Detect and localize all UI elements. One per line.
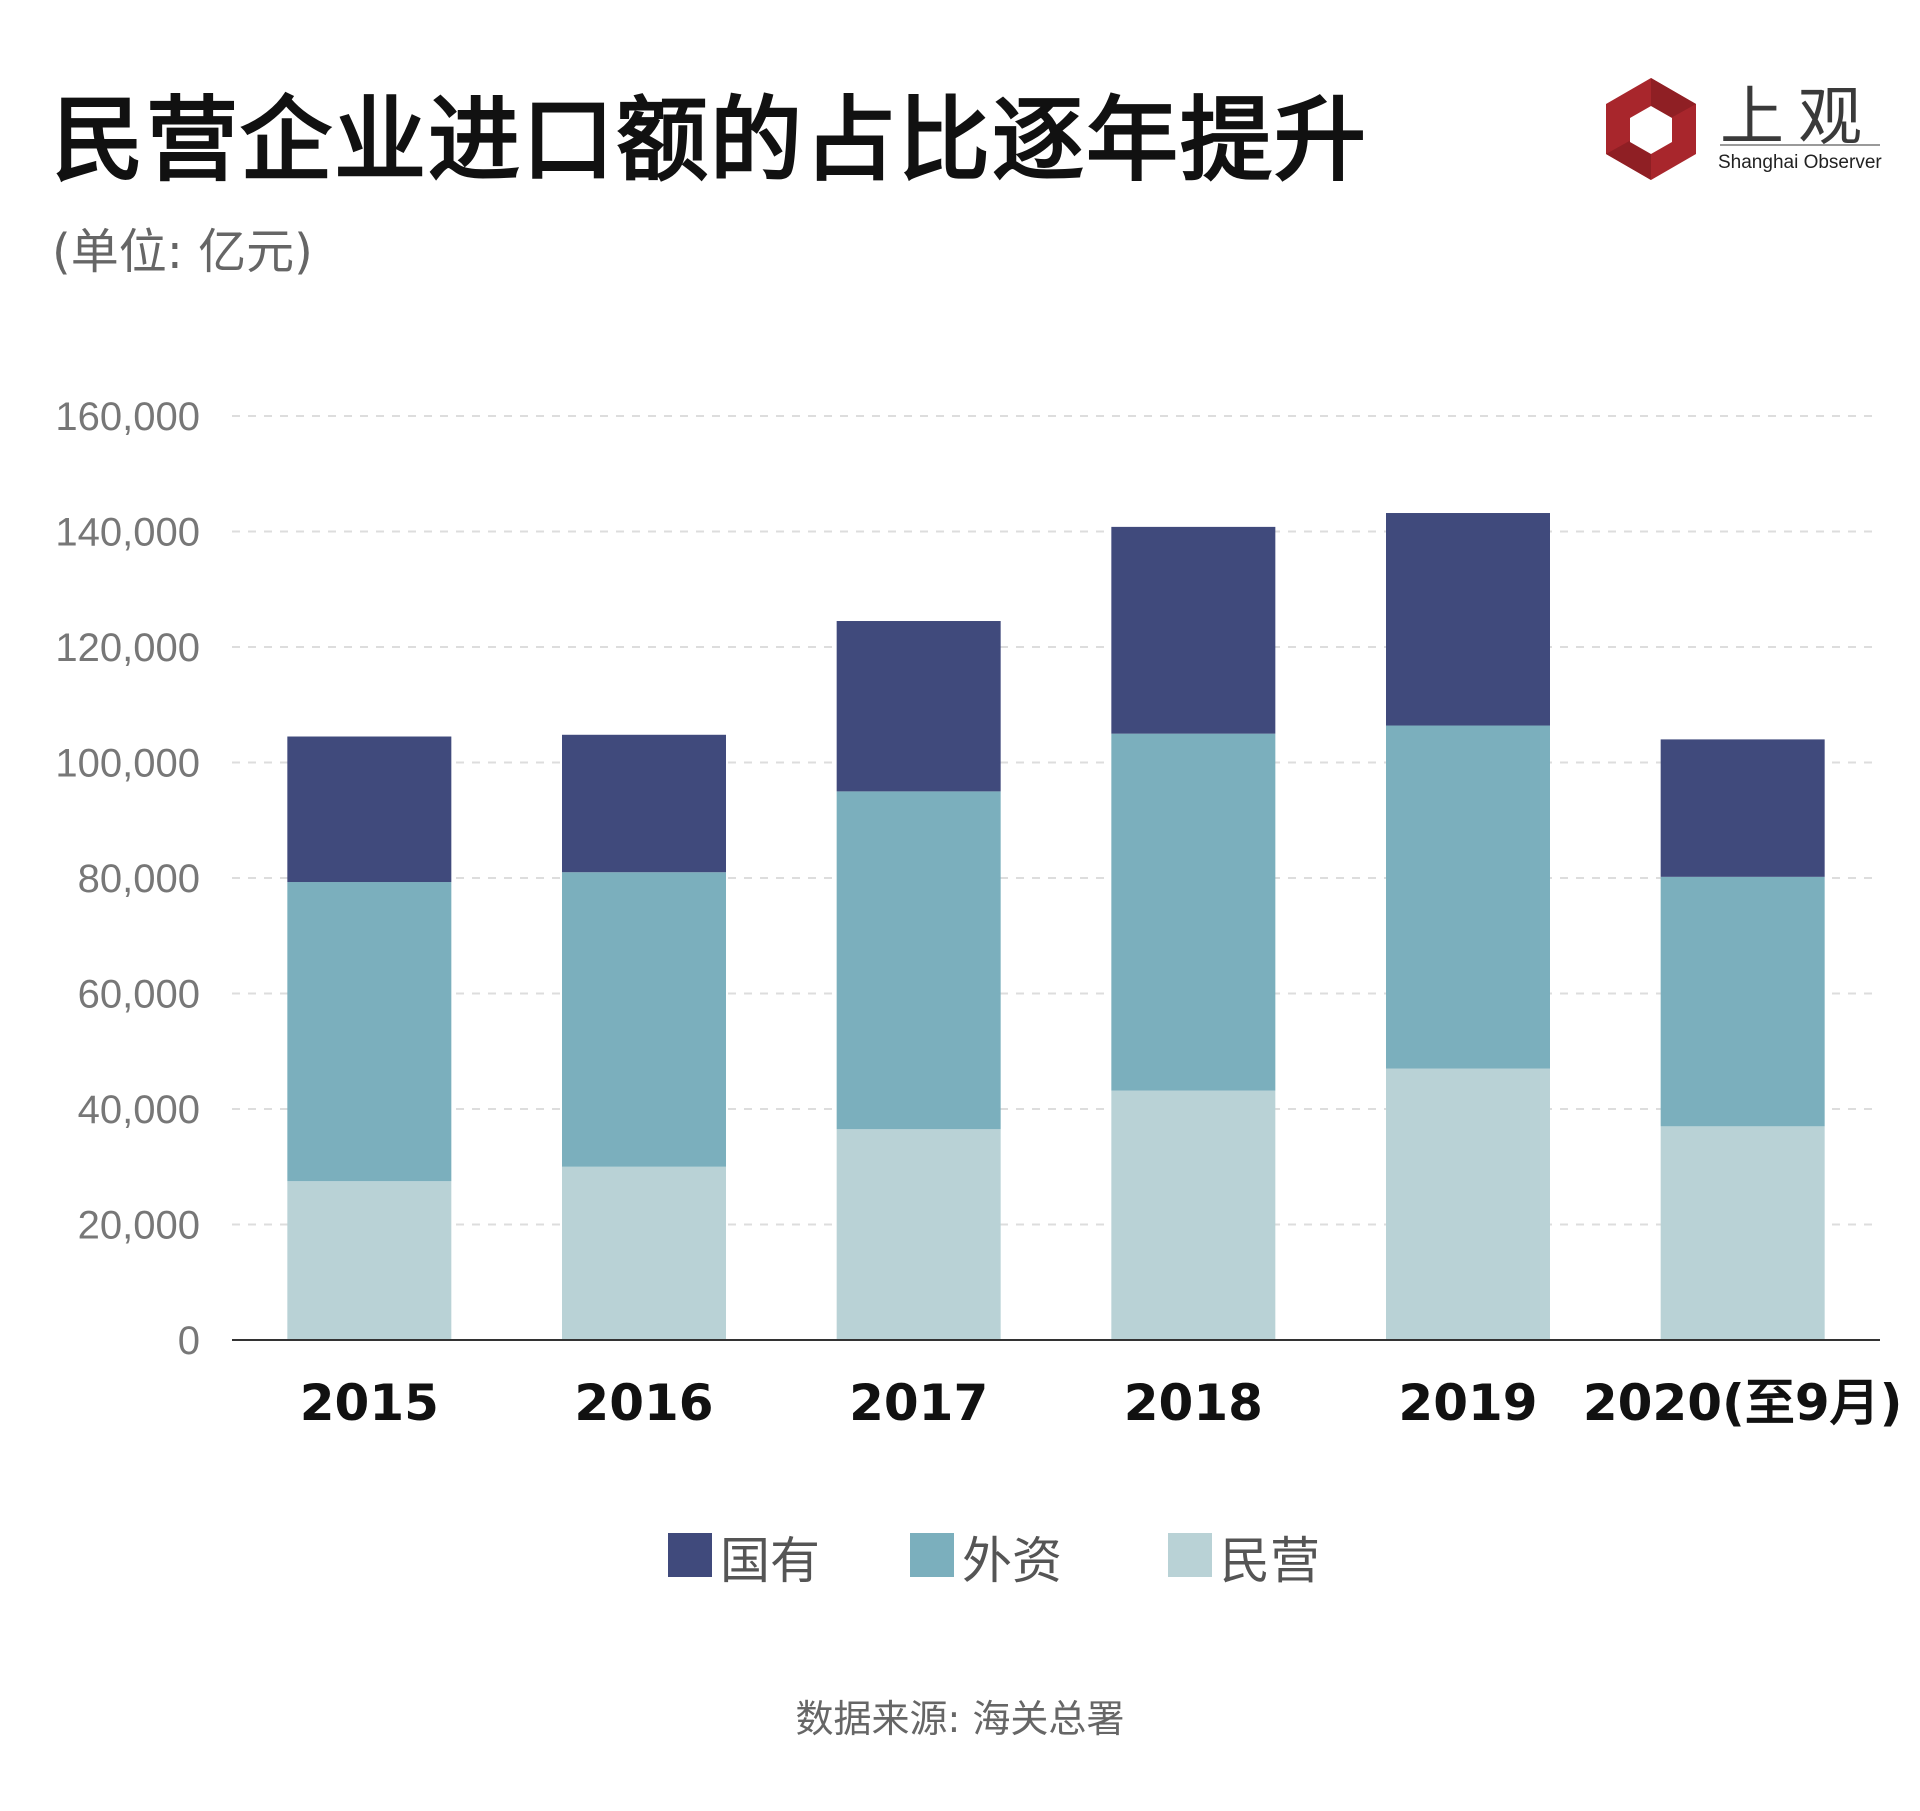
- legend: 国有 外资 民营: [0, 1525, 1920, 1590]
- stacked-bar-chart: 0 20,000 40,000 60,000 80,000 100,000 120,000 1…: [55, 395, 1903, 1432]
- bar-segment: [287, 736, 452, 883]
- bar-segment: [562, 1166, 726, 1340]
- logo-chinese-text: 上观: [1720, 81, 1876, 155]
- x-category-label: 2020(至9月): [1583, 1374, 1903, 1432]
- bar-segment: [562, 872, 726, 1167]
- x-axis-labels: 2015 2016 2017 2018 2019 2020(至9月): [300, 1374, 1903, 1432]
- x-category-label: 2018: [1124, 1374, 1263, 1432]
- grid-lines: [232, 415, 1880, 1226]
- chart-unit-subtitle: (单位: 亿元): [52, 224, 313, 280]
- bars: [287, 513, 1825, 1340]
- legend-label-private: 民营: [1220, 1532, 1320, 1590]
- logo-hexagon-icon: [1606, 78, 1696, 180]
- bar-segment: [836, 1129, 1001, 1340]
- legend-label-state: 国有: [720, 1532, 820, 1590]
- y-tick-label: 80,000: [78, 857, 200, 901]
- bar-segment: [1111, 733, 1276, 1091]
- bar-segment: [1386, 1068, 1550, 1340]
- y-tick-label: 40,000: [78, 1088, 200, 1132]
- x-category-label: 2017: [849, 1374, 988, 1432]
- bar-segment: [562, 734, 726, 873]
- bar-segment: [1111, 526, 1276, 734]
- y-tick-label: 60,000: [78, 973, 200, 1017]
- legend-label-foreign: 外资: [962, 1532, 1062, 1590]
- y-tick-label: 0: [178, 1319, 200, 1363]
- legend-swatch-state: [668, 1533, 712, 1577]
- data-source-note: 数据来源: 海关总署: [795, 1697, 1125, 1741]
- brand-logo: 上观 Shanghai Observer: [1596, 74, 1886, 184]
- logo-divider: [1720, 144, 1880, 146]
- bar-segment: [1660, 876, 1825, 1127]
- y-tick-label: 20,000: [78, 1204, 200, 1248]
- bar-segment: [1111, 1090, 1276, 1340]
- bar-segment: [836, 791, 1001, 1130]
- y-tick-label: 140,000: [55, 511, 200, 555]
- chart-title: 民营企业进口额的占比逐年提升: [52, 87, 1369, 194]
- bar-segment: [287, 1181, 452, 1340]
- bar-segment: [1660, 739, 1825, 877]
- x-category-label: 2015: [300, 1374, 439, 1432]
- y-axis-ticks: 0 20,000 40,000 60,000 80,000 100,000 120,000 1…: [55, 395, 200, 1363]
- y-tick-label: 120,000: [55, 626, 200, 670]
- y-tick-label: 160,000: [55, 395, 200, 439]
- x-category-label: 2019: [1398, 1374, 1537, 1432]
- bar-segment: [1660, 1126, 1825, 1340]
- bar-segment: [1386, 725, 1550, 1069]
- x-category-label: 2016: [574, 1374, 713, 1432]
- legend-swatch-private: [1168, 1533, 1212, 1577]
- legend-swatch-foreign: [910, 1533, 954, 1577]
- y-tick-label: 100,000: [55, 742, 200, 786]
- bar-segment: [1386, 513, 1550, 726]
- logo-english-text: Shanghai Observer: [1718, 152, 1882, 173]
- bar-segment: [287, 882, 452, 1182]
- bar-segment: [836, 621, 1001, 792]
